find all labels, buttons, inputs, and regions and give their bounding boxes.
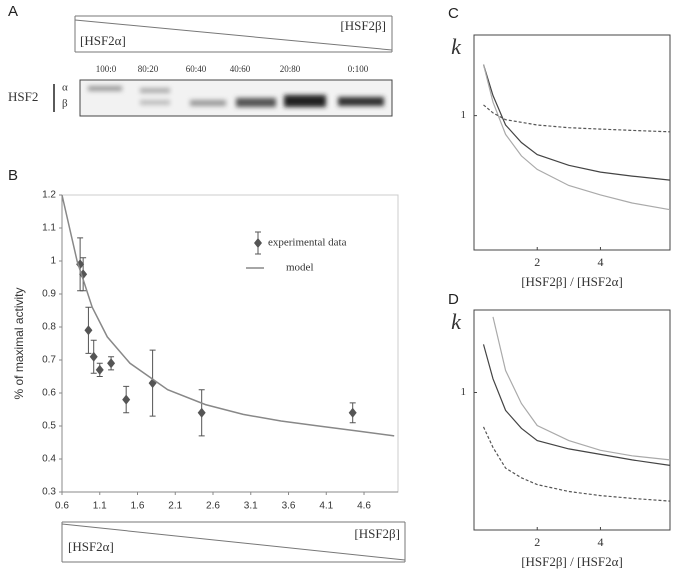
y-axis-label: % of maximal activity [12, 287, 26, 399]
gradient-wedge [74, 15, 393, 53]
y-tick-label: 0.5 [42, 421, 56, 432]
y-tick-label: 0.4 [42, 454, 56, 465]
gradient-label: [HSF2α] [80, 33, 126, 48]
data-point [107, 358, 116, 369]
y-tick-label: 0.3 [42, 487, 56, 498]
gradient-label: [HSF2α] [68, 539, 114, 554]
y-tick-label: 0.6 [42, 388, 56, 399]
data-point [95, 364, 104, 375]
panel-label: B [8, 167, 18, 184]
legend-label: model [286, 262, 314, 274]
lane-label: 80:20 [138, 64, 159, 74]
x-tick-label: 2 [534, 535, 540, 549]
plot-frame [473, 34, 671, 251]
panel-label: C [448, 5, 459, 22]
x-tick-label: 4 [597, 255, 603, 269]
plot-frame [473, 309, 671, 531]
y-tick-label: 1.1 [42, 223, 56, 234]
x-tick-label: 4.6 [357, 501, 371, 512]
curve [492, 316, 671, 461]
lane-label: 40:60 [230, 64, 251, 74]
lane-label: 100:0 [96, 64, 117, 74]
model-line [61, 194, 395, 437]
data-point [89, 351, 98, 362]
x-tick-label: 4 [597, 535, 603, 549]
curve [482, 64, 671, 181]
legend-marker [254, 238, 262, 248]
curve [482, 64, 671, 211]
gradient-wedge [61, 521, 406, 563]
protein-label: HSF2 [8, 89, 38, 104]
x-axis-label: [HSF2β] / [HSF2α] [521, 554, 623, 569]
x-tick-label: 1.1 [93, 501, 107, 512]
gradient-label: [HSF2β] [340, 18, 386, 33]
isoform-label: α [62, 82, 68, 94]
panel-label: A [8, 3, 18, 20]
data-point [122, 394, 131, 405]
x-tick-label: 2.1 [168, 501, 182, 512]
curve [482, 344, 671, 466]
x-tick-label: 1.6 [131, 501, 145, 512]
y-tick-label: 0.9 [42, 289, 56, 300]
y-tick-label: 0.8 [42, 322, 56, 333]
x-tick-label: 4.1 [319, 501, 333, 512]
x-tick-label: 0.6 [55, 501, 69, 512]
blot-bands [88, 86, 384, 107]
data-point [84, 325, 93, 336]
x-tick-label: 2 [534, 255, 540, 269]
y-tick-label: 1 [50, 256, 56, 267]
x-tick-label: 3.1 [244, 501, 258, 512]
y-tick-label: 1.2 [42, 190, 56, 201]
lane-label: 20:80 [280, 64, 301, 74]
curve [483, 104, 671, 133]
x-tick-label: 3.6 [282, 501, 296, 512]
isoform-label: β [62, 98, 68, 110]
data-point [197, 407, 206, 418]
y-axis-label: k [451, 34, 462, 59]
legend-label: experimental data [268, 237, 347, 249]
lane-label: 60:40 [186, 64, 207, 74]
x-axis-label: [HSF2β] / [HSF2α] [521, 274, 623, 289]
curve [482, 426, 671, 502]
x-tick-label: 2.6 [206, 501, 220, 512]
y-tick-label: 0.7 [42, 355, 56, 366]
panel-label: D [448, 291, 459, 308]
gradient-label: [HSF2β] [354, 526, 400, 541]
y-axis-label: k [451, 309, 462, 334]
y-tick-label: 1 [461, 386, 467, 398]
data-point [348, 407, 357, 418]
lane-label: 0:100 [348, 64, 369, 74]
y-tick-label: 1 [461, 109, 467, 121]
